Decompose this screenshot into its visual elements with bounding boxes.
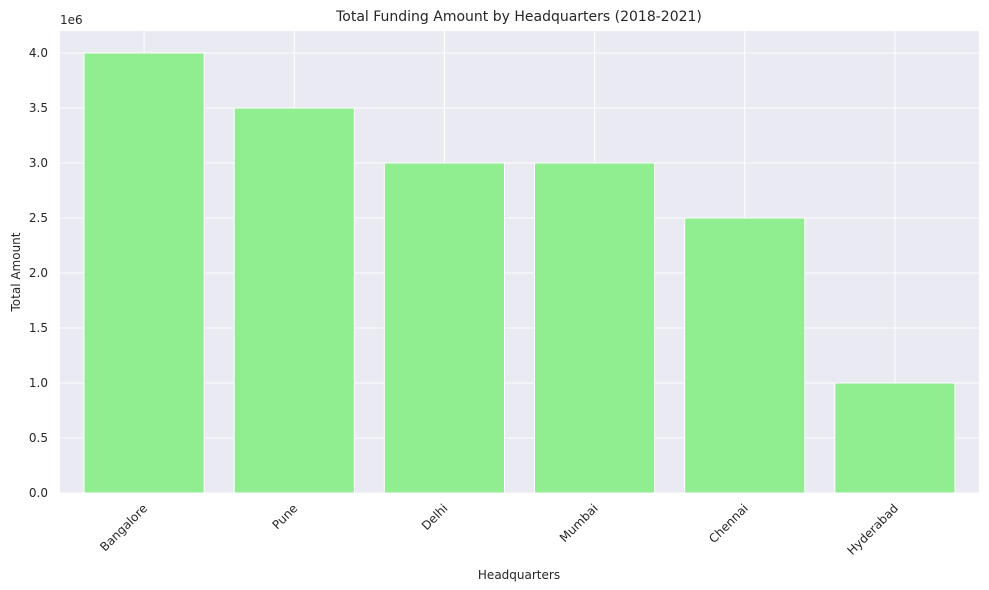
y-tick-label: 3.5 <box>29 101 48 115</box>
x-axis-label: Headquarters <box>478 568 560 582</box>
bar-mumbai <box>534 162 656 494</box>
y-tick-label: 1.0 <box>29 376 48 390</box>
y-axis-offset-label: 1e6 <box>60 13 83 27</box>
y-tick-label: 4.0 <box>29 46 48 60</box>
chart-title: Total Funding Amount by Headquarters (20… <box>335 9 702 25</box>
bar-bangalore <box>83 52 205 494</box>
bar-chennai <box>684 217 806 494</box>
y-tick-label: 2.0 <box>29 266 48 280</box>
y-tick-label: 1.5 <box>29 321 48 335</box>
y-tick-label: 3.0 <box>29 156 48 170</box>
bar-hyderabad <box>834 382 956 494</box>
y-tick-label: 0.5 <box>29 431 48 445</box>
y-tick-label: 0.0 <box>29 486 48 500</box>
y-tick-label: 2.5 <box>29 211 48 225</box>
bar-delhi <box>383 162 505 494</box>
bars <box>83 52 956 494</box>
bar-pune <box>233 107 355 494</box>
y-axis-label: Total Amount <box>9 232 23 312</box>
y-axis-ticks: 0.0 0.5 1.0 1.5 2.0 2.5 3.0 3.5 4.0 <box>29 46 48 500</box>
